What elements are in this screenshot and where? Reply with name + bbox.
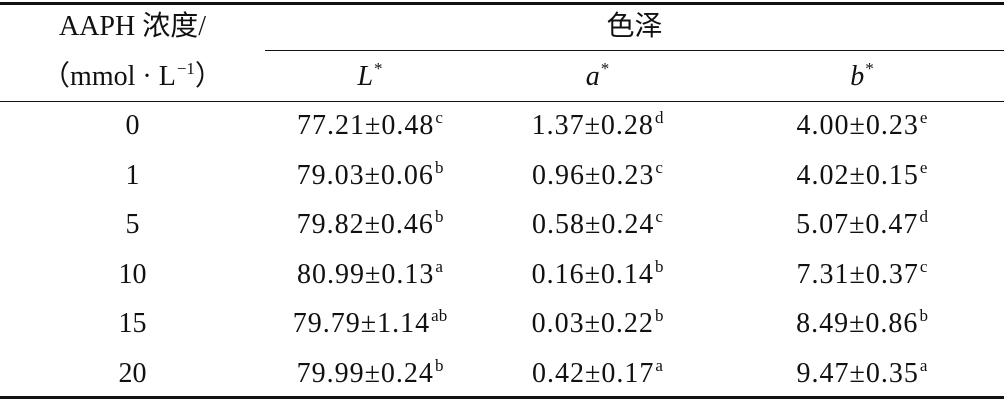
data-cell: 9.47±0.35a [720,349,1004,399]
bottom-rule [0,396,1004,399]
row-label: 5 [125,209,140,240]
cell-value: 79.79±1.14 [292,308,431,339]
cell-sup: d [654,108,664,127]
column-sup: * [600,59,610,78]
data-cell: 0.42±0.17a [475,349,720,399]
data-cell: 4.02±0.15e [720,151,1004,201]
header-cell: AAPH 浓度/ [58,11,206,42]
header-cell: （mmol · L−1） [0,52,265,102]
cell-sup: b [434,207,444,226]
data-cell: 7.31±0.37c [720,250,1004,300]
column-letter: L [357,61,374,92]
cell-value: 7.31±0.37 [796,258,919,290]
column-header: a* [475,52,720,102]
cell-sup: c [435,108,443,127]
cell-value: 4.02±0.15 [796,159,919,191]
cell-value: 0.03±0.22 [531,308,654,339]
cell-sup: e [919,157,928,177]
cell-sup: b [919,306,928,325]
unit-end: ） [194,61,223,92]
data-cell: 79.82±0.46b [265,200,475,250]
row-label: 10 [118,258,147,290]
data-cell: 0.03±0.22b [475,299,720,349]
group-header: 色泽 [606,11,663,42]
column-sup: * [865,59,874,78]
row-label: 0 [125,110,140,141]
data-cell: 0.58±0.24c [475,200,720,250]
cell-sup: b [654,306,664,325]
cell-value: 8.49±0.86 [796,308,919,339]
cell-sup: b [434,157,444,177]
data-cell: 8.49±0.86b [720,299,1004,349]
data-cell: 77.21±0.48c [265,101,475,151]
data-cell: 79.99±0.24b [265,349,475,399]
cell-sup: ab [431,306,448,325]
cell-sup: d [919,207,928,226]
data-cell: 79.03±0.06b [265,151,475,201]
cell-sup: c [655,157,663,177]
cell-value: 1.37±0.28 [531,110,654,141]
cell-sup: b [654,256,664,276]
cell-sup: e [919,108,928,127]
cell-value: 5.07±0.47 [796,209,919,240]
data-cell: 0.96±0.23c [475,151,720,201]
cell-value: 79.03±0.06 [296,159,434,191]
cell-value: 80.99±0.13 [297,258,435,290]
cell-value: 0.96±0.23 [532,159,655,191]
cell-sup: a [435,256,443,276]
cell-value: 9.47±0.35 [796,357,919,389]
unit-text: （mmol · L [42,61,176,92]
column-header: b* [720,52,1004,102]
cell-sup: a [655,355,663,375]
header-rule [0,101,1004,102]
cell-value: 77.21±0.48 [297,110,435,141]
unit-sup: −1 [176,59,195,78]
column-header: L* [265,52,475,102]
cell-value: 79.99±0.24 [296,357,434,389]
cell-sup: c [919,256,928,276]
row-label: 15 [118,308,147,339]
data-cell: 79.79±1.14ab [265,299,475,349]
cell-value: 0.42±0.17 [532,357,655,389]
cell-sup: c [655,207,663,226]
cell-sup: a [919,355,928,375]
cell-sup: b [434,355,444,375]
row-label: 20 [118,357,147,389]
column-letter: b [850,61,865,92]
data-cell: 1.37±0.28d [475,101,720,151]
row-label: 1 [125,159,140,191]
data-cell: 80.99±0.13a [265,250,475,300]
cell-value: 0.58±0.24 [532,209,655,240]
column-letter: a [585,61,600,92]
column-sup: * [374,59,383,78]
cell-value: 4.00±0.23 [796,110,919,141]
group-rule [265,50,1004,51]
cell-value: 79.82±0.46 [296,209,434,240]
top-rule [0,2,1004,5]
data-cell: 5.07±0.47d [720,200,1004,250]
cell-value: 0.16±0.14 [531,258,654,290]
data-cell: 0.16±0.14b [475,250,720,300]
data-cell: 4.00±0.23e [720,101,1004,151]
